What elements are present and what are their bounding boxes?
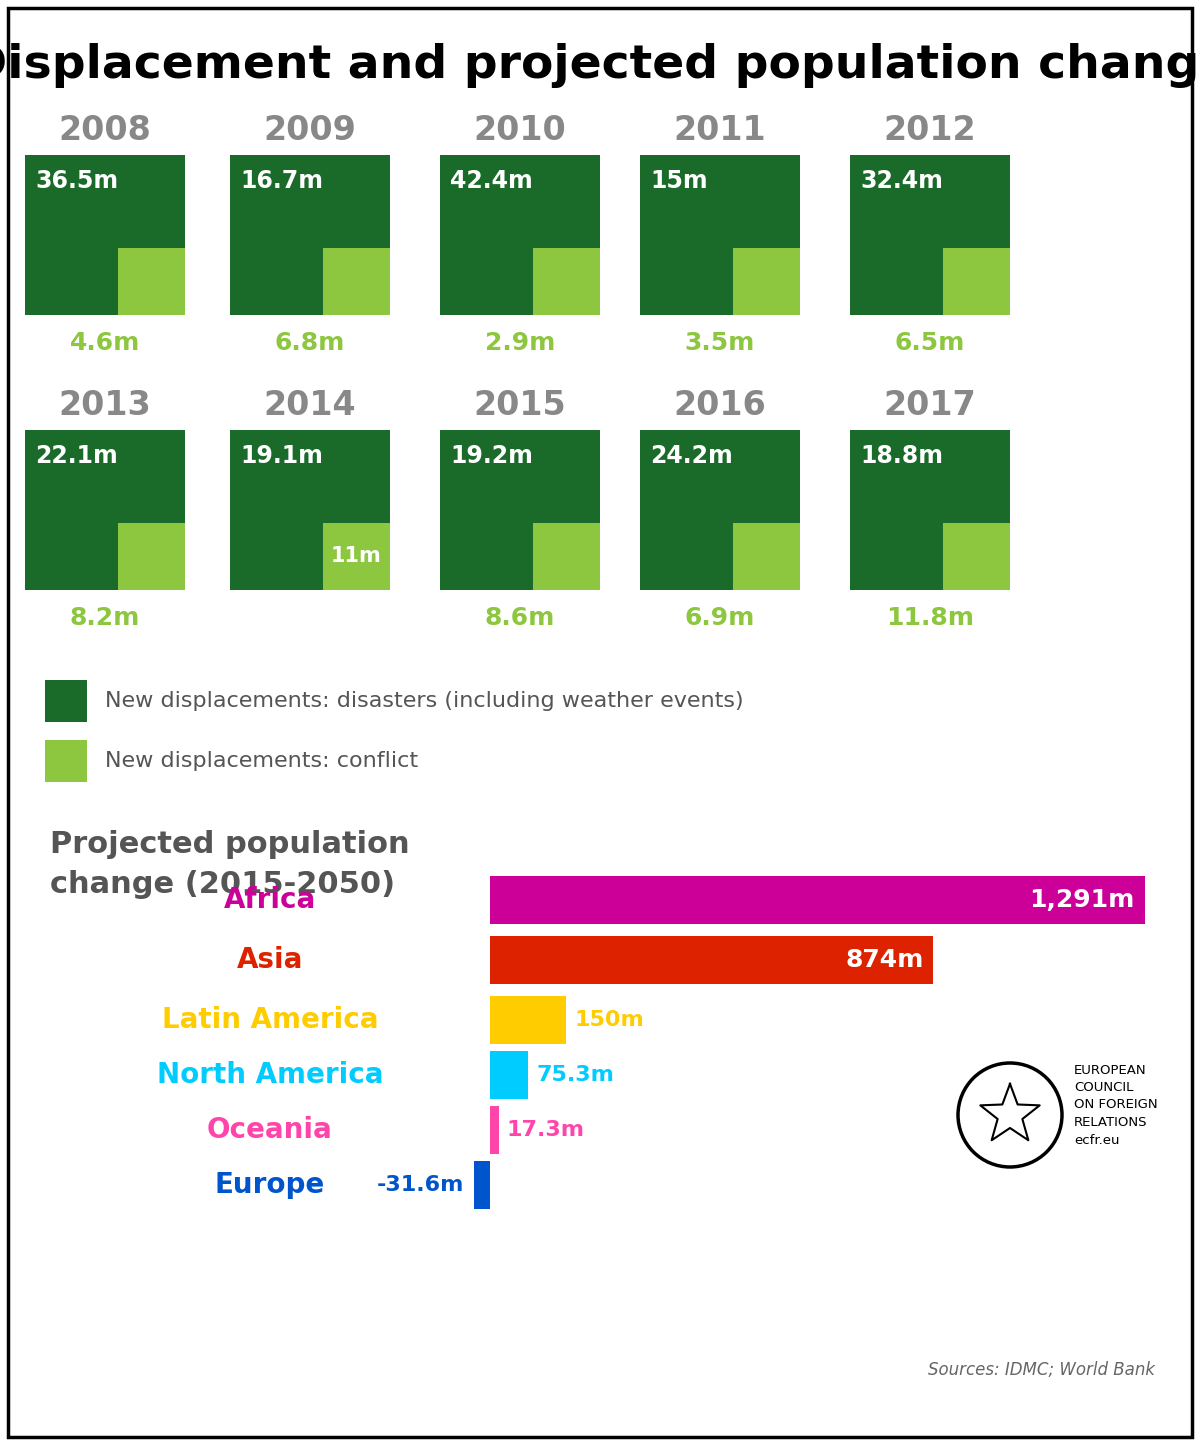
Text: change (2015-2050): change (2015-2050) [50, 870, 395, 899]
Text: 2013: 2013 [59, 389, 151, 422]
Text: 32.4m: 32.4m [860, 169, 943, 194]
Bar [118, 523, 185, 590]
Text: Latin America: Latin America [162, 1006, 378, 1035]
Text: 16.7m: 16.7m [240, 169, 323, 194]
Text: 36.5m: 36.5m [35, 169, 118, 194]
Bar [640, 431, 800, 590]
Text: 18.8m: 18.8m [860, 444, 943, 468]
Text: 150m: 150m [574, 1010, 644, 1030]
Bar [490, 996, 566, 1043]
Bar [850, 155, 1010, 315]
Text: 11m: 11m [331, 546, 382, 566]
Bar [440, 155, 600, 315]
Text: EUROPEAN
COUNCIL
ON FOREIGN
RELATIONS
ecfr.eu: EUROPEAN COUNCIL ON FOREIGN RELATIONS ec… [1074, 1064, 1158, 1146]
Text: 2010: 2010 [474, 114, 566, 147]
Text: Africa: Africa [224, 886, 316, 915]
Bar [490, 876, 1145, 923]
Text: 2017: 2017 [883, 389, 977, 422]
Text: Europe: Europe [215, 1170, 325, 1199]
Text: 2012: 2012 [883, 114, 977, 147]
Text: 17.3m: 17.3m [506, 1120, 584, 1140]
Bar [850, 431, 1010, 590]
Text: 8.6m: 8.6m [485, 605, 556, 630]
Bar [25, 431, 185, 590]
Bar [118, 247, 185, 315]
Text: 15m: 15m [650, 169, 708, 194]
Text: -31.6m: -31.6m [377, 1175, 464, 1195]
FancyBboxPatch shape [8, 9, 1192, 1436]
Text: 6.5m: 6.5m [895, 331, 965, 355]
Bar [46, 681, 88, 722]
Bar [490, 1051, 528, 1100]
Bar [474, 1160, 490, 1209]
Bar [490, 1105, 499, 1155]
Text: 2016: 2016 [673, 389, 767, 422]
Text: 42.4m: 42.4m [450, 169, 533, 194]
Text: 874m: 874m [845, 948, 924, 972]
Text: 2.9m: 2.9m [485, 331, 556, 355]
Text: 75.3m: 75.3m [536, 1065, 614, 1085]
Bar [943, 523, 1010, 590]
Bar [733, 523, 800, 590]
Bar [323, 523, 390, 590]
Bar [46, 740, 88, 782]
Bar [323, 247, 390, 315]
Text: Asia: Asia [236, 946, 304, 974]
Text: 24.2m: 24.2m [650, 444, 733, 468]
Text: 8.2m: 8.2m [70, 605, 140, 630]
Bar [943, 247, 1010, 315]
Text: 19.1m: 19.1m [240, 444, 323, 468]
Text: 2009: 2009 [264, 114, 356, 147]
Bar [533, 247, 600, 315]
Text: 1,291m: 1,291m [1030, 889, 1135, 912]
Text: 6.9m: 6.9m [685, 605, 755, 630]
Text: 22.1m: 22.1m [35, 444, 118, 468]
Bar [230, 431, 390, 590]
Text: 2014: 2014 [264, 389, 356, 422]
Bar [440, 431, 600, 590]
Text: 11.8m: 11.8m [886, 605, 974, 630]
Text: 2008: 2008 [59, 114, 151, 147]
Text: Sources: IDMC; World Bank: Sources: IDMC; World Bank [928, 1361, 1154, 1379]
Text: 2015: 2015 [474, 389, 566, 422]
Text: New displacements: conflict: New displacements: conflict [106, 751, 418, 772]
Text: 3.5m: 3.5m [685, 331, 755, 355]
Text: New displacements: disasters (including weather events): New displacements: disasters (including … [106, 691, 744, 711]
Bar [733, 247, 800, 315]
Bar [533, 523, 600, 590]
Text: North America: North America [157, 1061, 383, 1090]
Text: 4.6m: 4.6m [70, 331, 140, 355]
Bar [230, 155, 390, 315]
Bar [640, 155, 800, 315]
Text: 6.8m: 6.8m [275, 331, 346, 355]
Text: 19.2m: 19.2m [450, 444, 533, 468]
Bar [25, 155, 185, 315]
Text: Oceania: Oceania [208, 1116, 332, 1144]
Text: Displacement and projected population change: Displacement and projected population ch… [0, 42, 1200, 88]
Text: 2011: 2011 [673, 114, 767, 147]
Bar [490, 936, 934, 984]
Text: Projected population: Projected population [50, 829, 409, 858]
